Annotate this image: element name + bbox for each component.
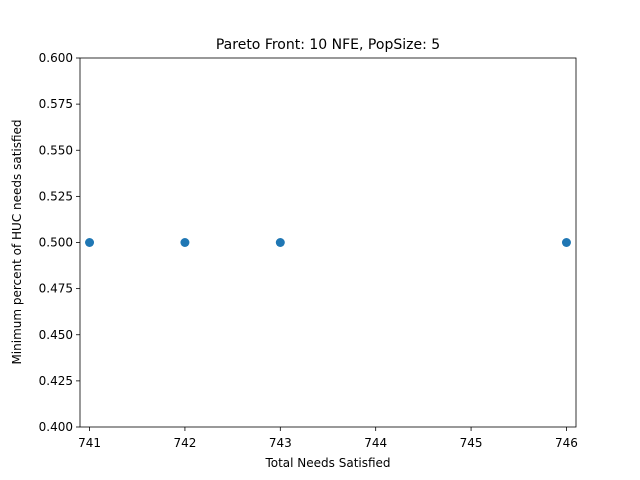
- x-tick-label: 745: [460, 436, 483, 450]
- x-tick-label: 743: [269, 436, 292, 450]
- plot-area: 741 742 743 744 745 746 0.400 0.425 0.450 0.475 0.…: [39, 51, 578, 450]
- data-point: [275, 238, 285, 247]
- x-tick-label: 746: [555, 436, 578, 450]
- y-tick-label: 0.550: [39, 143, 73, 157]
- chart-title: Pareto Front: 10 NFE, PopSize: 5: [216, 37, 440, 53]
- x-axis-label: Total Needs Satisfied: [264, 456, 390, 470]
- y-tick-label: 0.400: [39, 420, 73, 434]
- y-tick-label: 0.425: [39, 374, 73, 388]
- y-tick-label: 0.525: [39, 189, 73, 203]
- x-tick-label: 744: [364, 436, 387, 450]
- axes-frame: [79, 57, 577, 428]
- y-tick-label: 0.500: [39, 236, 73, 250]
- y-tick-label: 0.600: [39, 51, 73, 65]
- y-tick-label: 0.575: [39, 97, 73, 111]
- data-point: [180, 238, 190, 247]
- data-point: [561, 238, 571, 247]
- y-tick-label: 0.450: [39, 328, 73, 342]
- data-point: [85, 238, 95, 247]
- x-tick-label: 741: [78, 436, 101, 450]
- y-tick-label: 0.475: [39, 282, 73, 296]
- x-tick-label: 742: [173, 436, 196, 450]
- y-axis-label: Minimum percent of HUC needs satisfied: [10, 119, 24, 364]
